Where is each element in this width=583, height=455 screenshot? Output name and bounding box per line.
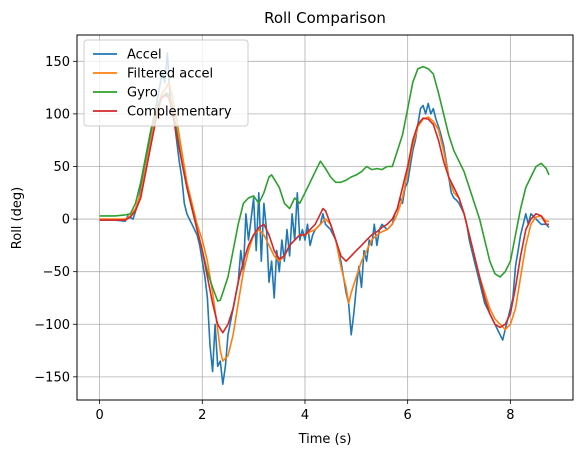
y-tick-label: −150 (34, 370, 70, 385)
legend-label-filtered-accel: Filtered accel (127, 67, 213, 82)
plot-area (99, 52, 550, 385)
y-tick-label: 150 (45, 55, 70, 70)
y-tick-label: 50 (53, 160, 70, 175)
x-tick-label: 2 (198, 408, 206, 423)
y-tick-label: −50 (43, 265, 70, 280)
x-tick-label: 0 (95, 408, 103, 423)
y-axis-ticks: −150 −100 −50 0 50 100 150 (34, 55, 77, 385)
x-tick-label: 6 (404, 408, 412, 423)
series-lines (99, 52, 550, 385)
series-line-complementary (99, 94, 549, 334)
y-tick-label: −100 (34, 318, 70, 333)
legend-label-gyro: Gyro (127, 86, 158, 101)
plot-frame (76, 34, 574, 401)
legend-label-complementary: Complementary (127, 105, 232, 120)
legend-box (83, 39, 249, 127)
y-tick-label: 100 (45, 107, 70, 122)
y-axis-label: Roll (deg) (10, 187, 25, 249)
legend-label-accel: Accel (127, 48, 162, 63)
x-tick-label: 4 (301, 408, 309, 423)
x-axis-ticks: 0 2 4 6 8 (95, 400, 514, 423)
x-axis-label: Time (s) (298, 432, 352, 447)
chart-title: Roll Comparison (264, 9, 386, 27)
legend: Accel Filtered accel Gyro Complementary (83, 39, 249, 127)
x-tick-label: 8 (506, 408, 514, 423)
y-tick-label: 0 (62, 213, 70, 228)
